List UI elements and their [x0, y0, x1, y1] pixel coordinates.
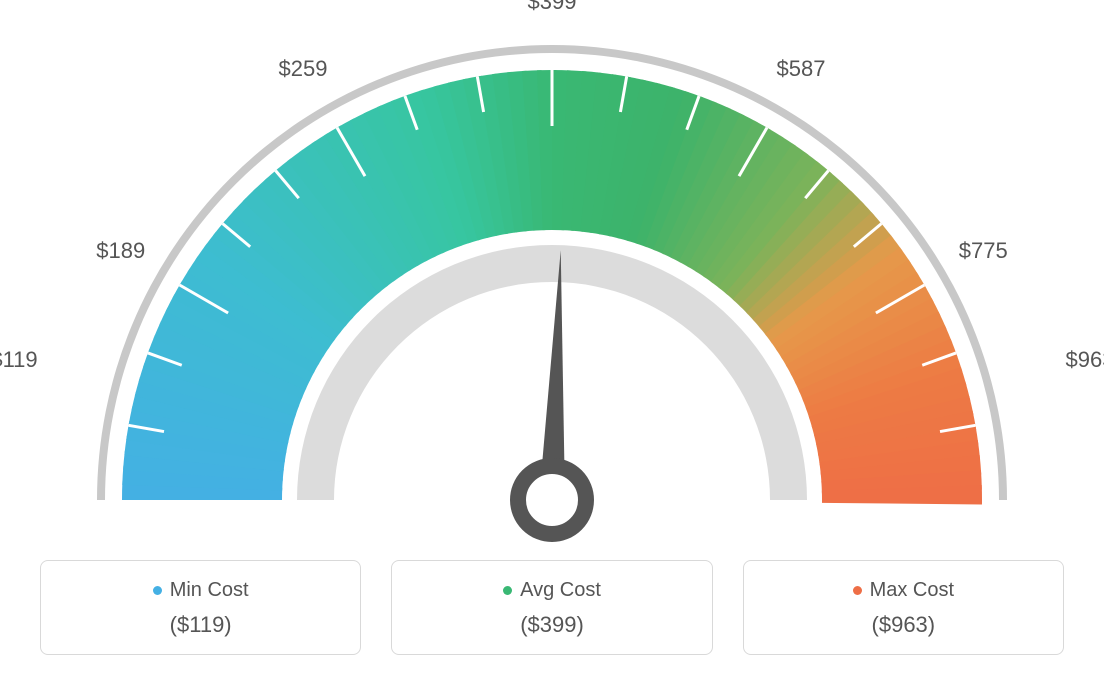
gauge-tick-label: $399 [528, 0, 577, 15]
legend-card-min: Min Cost ($119) [40, 560, 361, 655]
legend-dot-min [153, 586, 162, 595]
legend-title-min: Min Cost [51, 579, 350, 602]
legend-row: Min Cost ($119) Avg Cost ($399) Max Cost… [0, 560, 1104, 685]
legend-title-max: Max Cost [754, 579, 1053, 602]
legend-card-avg: Avg Cost ($399) [391, 560, 712, 655]
gauge-tick-label: $587 [777, 56, 826, 82]
gauge-svg [0, 0, 1104, 560]
legend-dot-max [853, 586, 862, 595]
legend-value-avg: ($399) [402, 612, 701, 638]
gauge-tick-label: $963 [1066, 347, 1104, 373]
legend-title-avg: Avg Cost [402, 579, 701, 602]
gauge-chart: $119 $189 $259 $399 $587 $775 $963 [0, 0, 1104, 560]
gauge-tick-label: $119 [0, 347, 38, 373]
legend-label-min: Min Cost [170, 579, 249, 601]
gauge-tick-label: $189 [96, 238, 145, 264]
gauge-tick-label: $775 [959, 238, 1008, 264]
legend-label-max: Max Cost [870, 579, 954, 601]
gauge-tick-label: $259 [279, 56, 328, 82]
legend-value-min: ($119) [51, 612, 350, 638]
legend-card-max: Max Cost ($963) [743, 560, 1064, 655]
legend-label-avg: Avg Cost [520, 579, 601, 601]
legend-value-max: ($963) [754, 612, 1053, 638]
legend-dot-avg [503, 586, 512, 595]
